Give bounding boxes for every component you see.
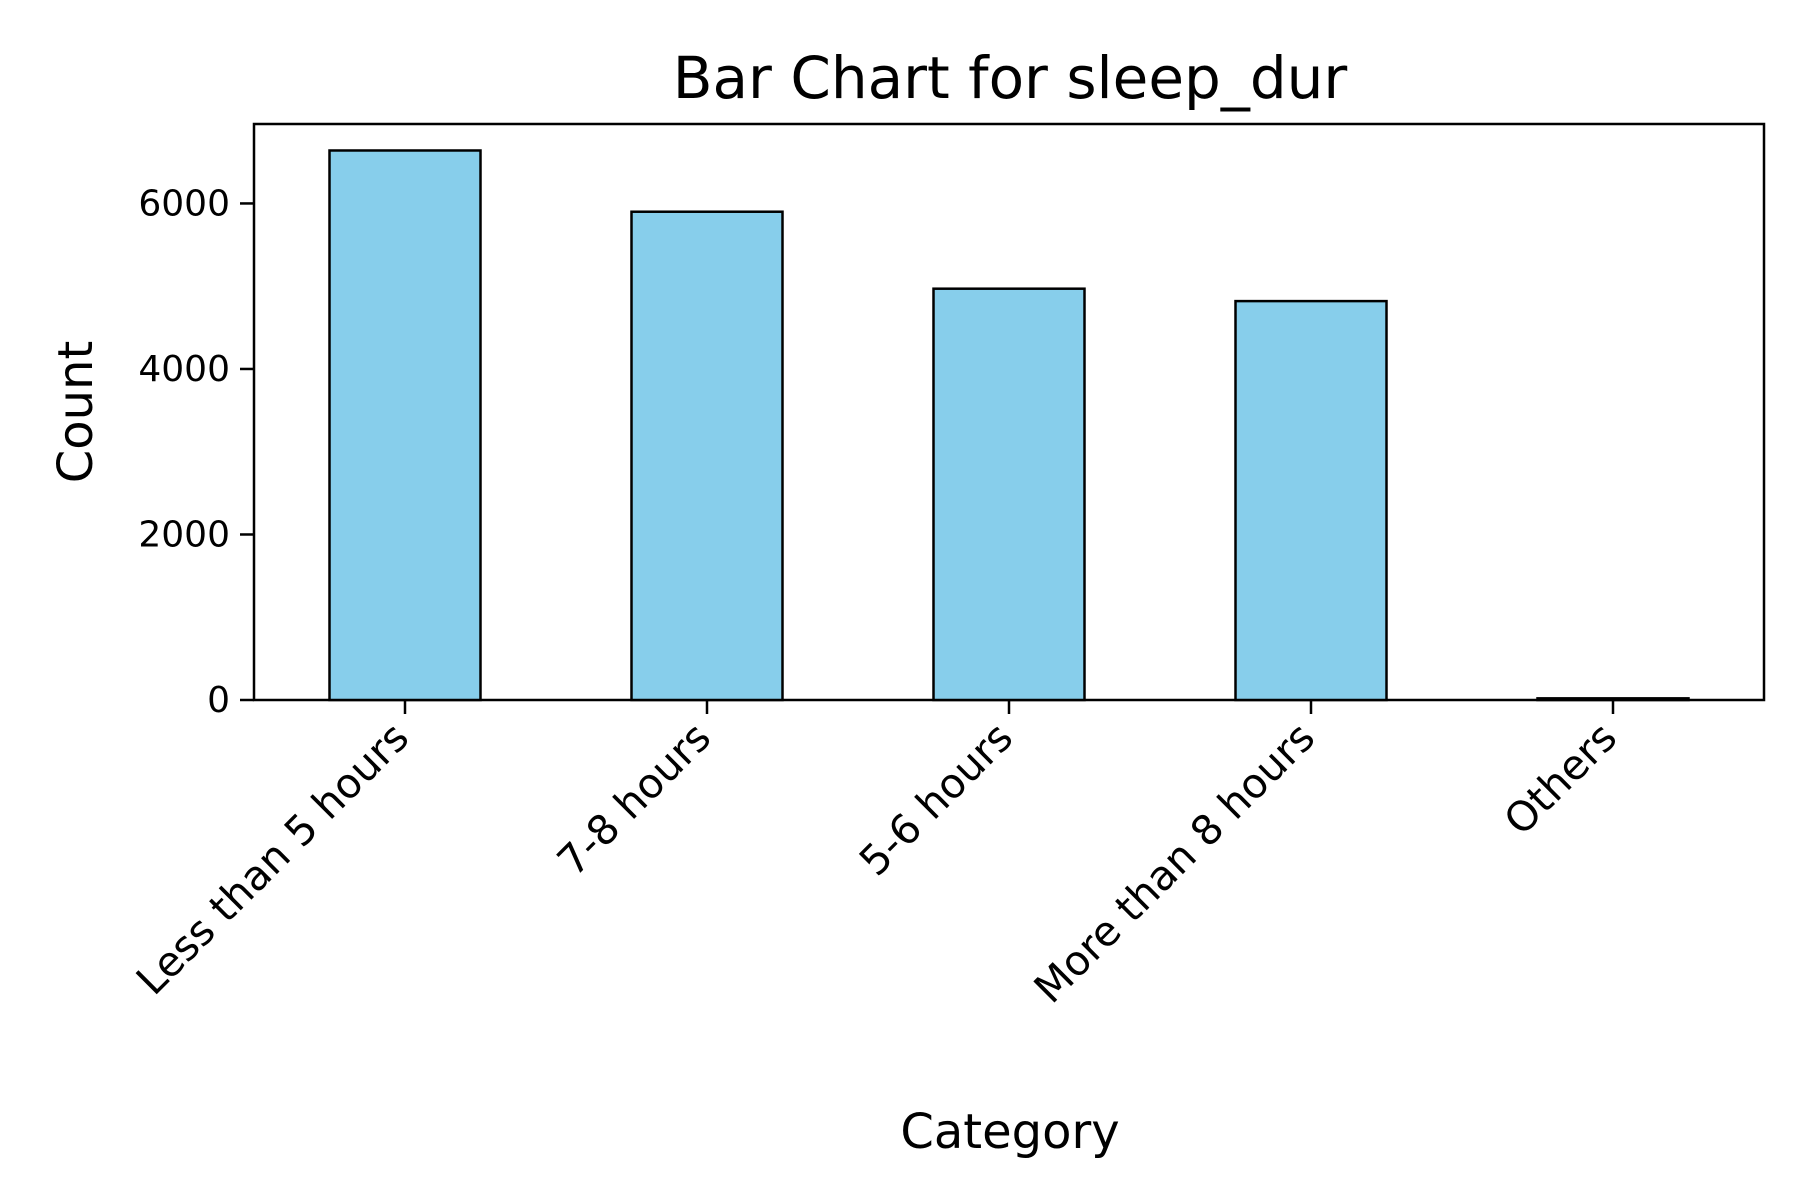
y-tick-label-0: 0: [207, 680, 230, 721]
y-tick-label-3: 6000: [138, 183, 230, 224]
x-tick-label-1: 7-8 hours: [548, 713, 720, 885]
y-tick-label-2: 4000: [138, 349, 230, 390]
x-tick-label-3: More than 8 hours: [1025, 713, 1324, 1012]
bar-2: [932, 287, 1086, 702]
plot-area: 0 2000 4000 6000 Less than 5 hours 7-8 hours…: [127, 122, 1766, 1012]
chart-title: Bar Chart for sleep_dur: [673, 44, 1348, 112]
bar-4: [1536, 697, 1690, 702]
x-tick-label-2: 5-6 hours: [850, 713, 1022, 885]
bar-0: [328, 149, 482, 702]
x-axis: Less than 5 hours 7-8 hours 5-6 hours More …: [127, 700, 1626, 1012]
x-axis-label: Category: [900, 1104, 1119, 1160]
bars-group: [328, 149, 1690, 702]
y-tick-label-1: 2000: [138, 514, 230, 555]
bar-1: [630, 210, 784, 702]
y-axis-label: Count: [48, 341, 104, 484]
bar-3: [1234, 299, 1388, 702]
x-tick-label-0: Less than 5 hours: [127, 713, 418, 1004]
x-tick-label-4: Others: [1495, 713, 1626, 844]
y-axis: 0 2000 4000 6000: [138, 183, 254, 721]
